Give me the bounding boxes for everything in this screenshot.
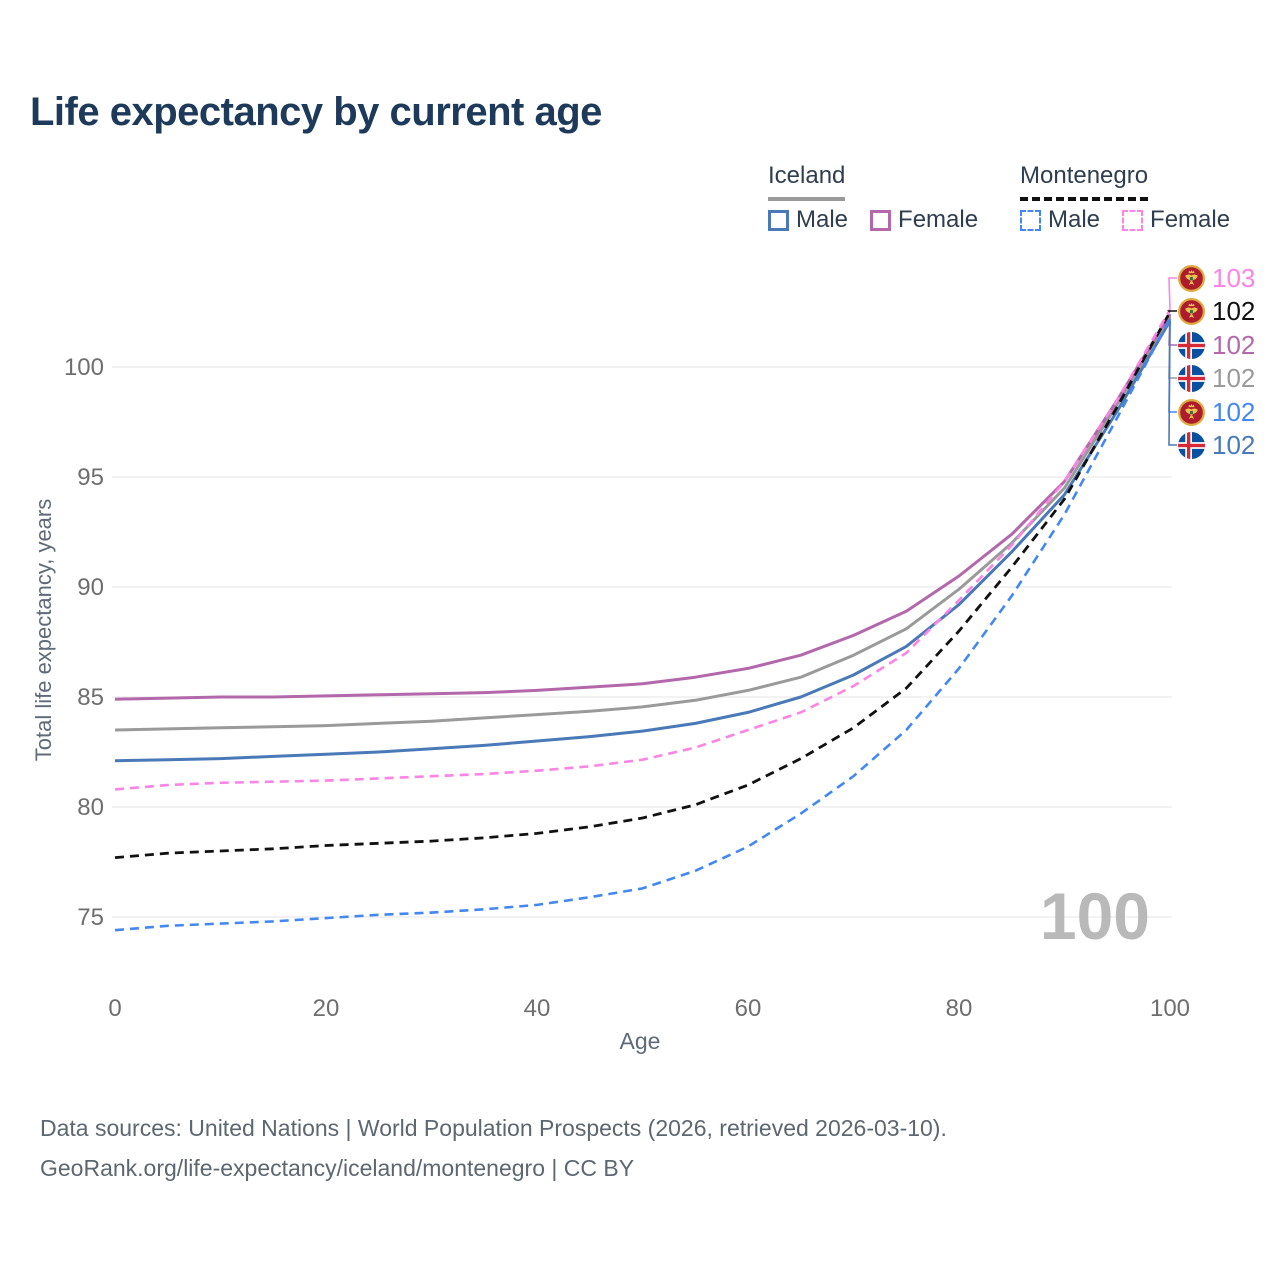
chart-title: Life expectancy by current age <box>30 90 602 134</box>
iceland-male-swatch-icon <box>768 209 789 231</box>
svg-text:80: 80 <box>946 995 973 1022</box>
svg-text:75: 75 <box>77 904 104 931</box>
montenegro-female-swatch-icon <box>1122 209 1144 231</box>
iceland-flag-icon <box>1178 431 1205 459</box>
svg-text:40: 40 <box>524 995 551 1022</box>
svg-text:80: 80 <box>77 794 104 821</box>
iceland-female-swatch-icon <box>870 209 892 231</box>
end-value: 102 <box>1212 396 1256 427</box>
svg-text:100: 100 <box>1150 995 1190 1022</box>
svg-text:90: 90 <box>77 574 104 601</box>
end-label-montenegro-male: 102 <box>1178 397 1255 427</box>
footer-data-sources: Data sources: United Nations | World Pop… <box>40 1115 947 1141</box>
iceland-flag-icon <box>1178 364 1205 392</box>
montenegro-flag-icon <box>1178 264 1205 292</box>
svg-text:100: 100 <box>64 354 104 381</box>
watermark-100: 100 <box>1039 879 1150 953</box>
x-axis-title: Age <box>619 1028 661 1054</box>
legend-label-montenegro-female: Female <box>1150 206 1231 233</box>
end-value: 102 <box>1212 362 1256 393</box>
y-axis-title: Total life expectancy, years <box>31 498 56 762</box>
svg-text:60: 60 <box>735 995 762 1022</box>
iceland-flag-icon <box>1178 331 1205 359</box>
end-label-montenegro-both: 102 <box>1178 296 1255 326</box>
end-value: 103 <box>1212 262 1256 293</box>
legend-label-iceland-female: Female <box>898 206 979 233</box>
svg-text:20: 20 <box>313 995 340 1022</box>
montenegro-flag-icon <box>1178 297 1205 325</box>
end-value: 102 <box>1212 295 1256 326</box>
legend-group-montenegro: Montenegro Male Female <box>1020 162 1230 233</box>
montenegro-flag-icon <box>1178 398 1205 426</box>
legend-header-montenegro: Montenegro <box>1020 162 1149 201</box>
end-label-montenegro-female: 103 <box>1178 263 1255 293</box>
svg-text:0: 0 <box>108 995 121 1022</box>
end-label-iceland-both: 102 <box>1178 363 1255 393</box>
montenegro-male-swatch-icon <box>1020 209 1041 231</box>
end-label-iceland-male: 102 <box>1178 430 1255 460</box>
svg-text:95: 95 <box>77 464 104 491</box>
legend-label-iceland-male: Male <box>796 206 849 233</box>
svg-text:85: 85 <box>77 684 104 711</box>
end-value: 102 <box>1212 329 1256 360</box>
legend-group-iceland: Iceland Male Female <box>768 162 978 233</box>
legend-header-iceland: Iceland <box>768 162 846 201</box>
legend-label-montenegro-male: Male <box>1048 206 1101 233</box>
footer: Data sources: United Nations | World Pop… <box>40 1108 947 1188</box>
footer-attribution: GeoRank.org/life-expectancy/iceland/mont… <box>40 1155 635 1181</box>
end-value: 102 <box>1212 429 1256 460</box>
end-label-iceland-female: 102 <box>1178 330 1255 360</box>
